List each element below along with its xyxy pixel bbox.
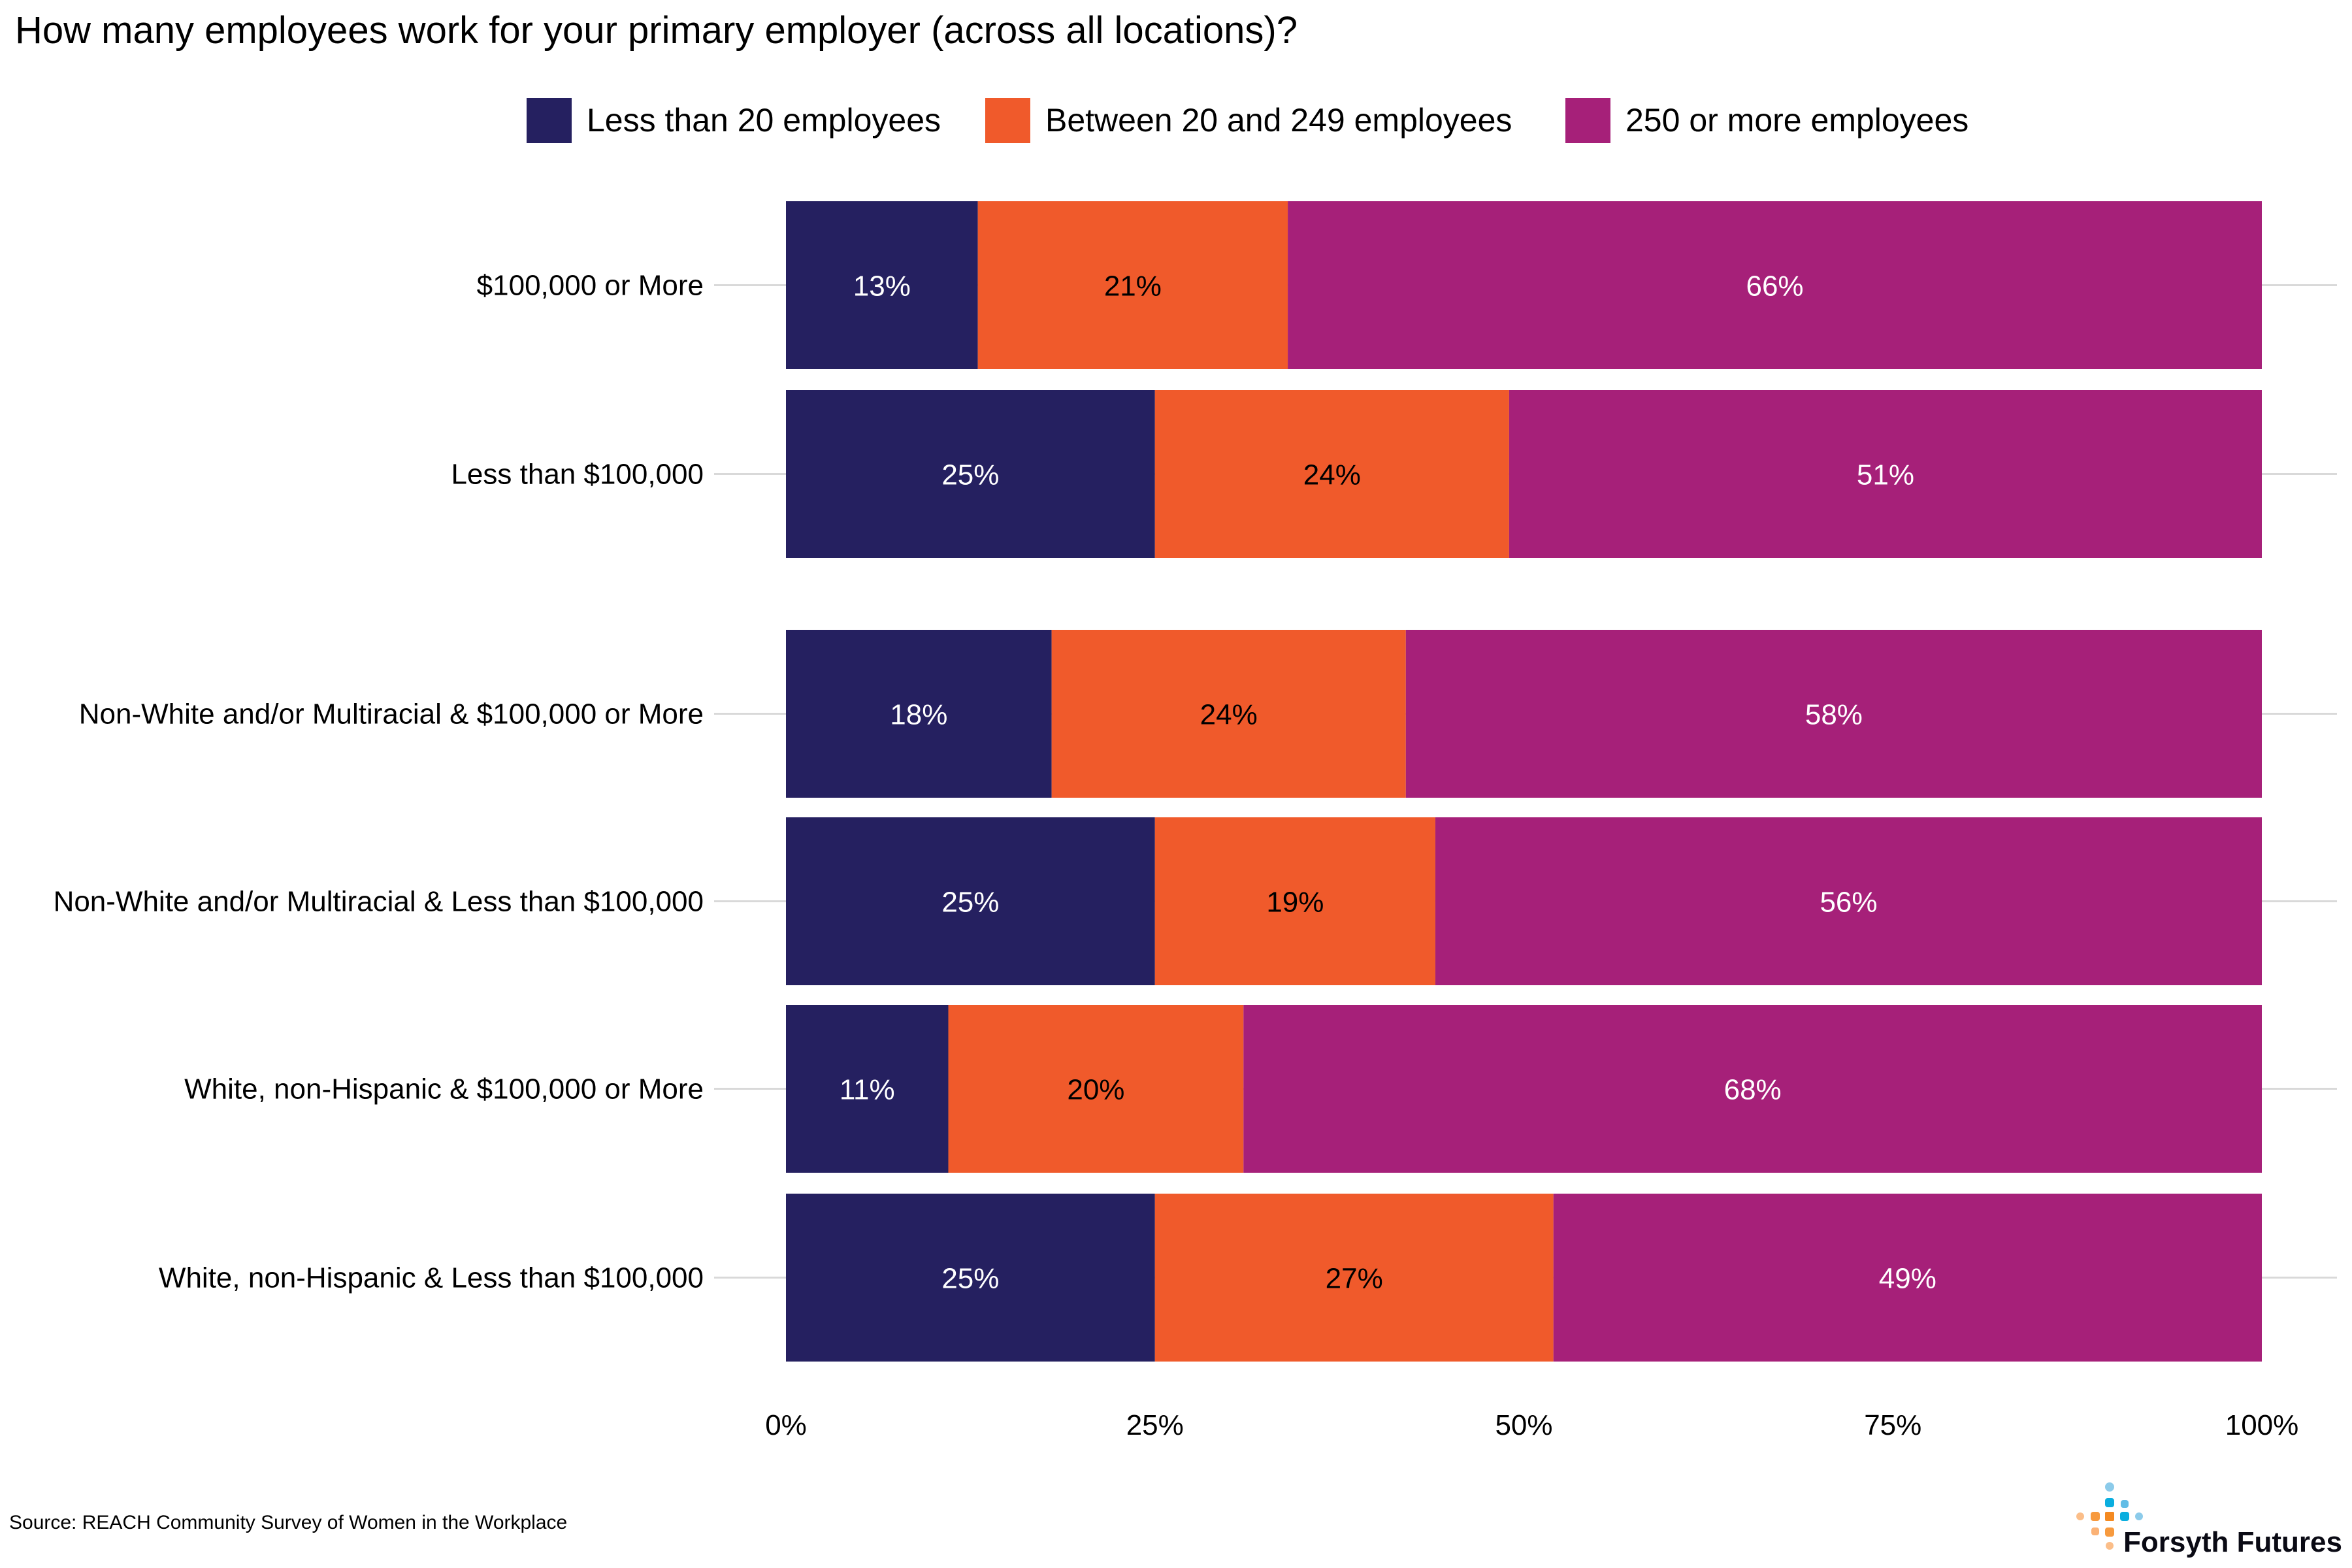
category-label: $100,000 or More xyxy=(477,270,704,302)
bars: 13% 21% 66% 25% 24% 51% 18% 24% 58% 25% 19% 56% 11% 2… xyxy=(786,201,2262,1362)
legend-swatch xyxy=(1565,98,1610,143)
legend-label: Between 20 and 249 employees xyxy=(1045,102,1512,139)
bar-segment xyxy=(786,201,978,369)
bar-segment xyxy=(977,201,1288,369)
data-label: 49% xyxy=(1879,1263,1936,1295)
bar-segment xyxy=(1435,817,2262,985)
bar-segment xyxy=(1405,630,2262,798)
bar-segment xyxy=(1154,1194,1554,1362)
x-axis-ticks: 0% 25% 50% 75% 100% xyxy=(765,1409,2298,1441)
data-label: 20% xyxy=(1067,1074,1124,1106)
bar-segment xyxy=(786,390,1155,558)
category-label: Less than $100,000 xyxy=(451,459,704,491)
category-label: Non-White and/or Multiracial & Less than… xyxy=(54,886,704,918)
x-tick-label: 100% xyxy=(2225,1409,2299,1441)
x-tick-label: 0% xyxy=(765,1409,807,1441)
legend-label: Less than 20 employees xyxy=(587,102,941,139)
x-tick-label: 25% xyxy=(1126,1409,1184,1441)
bar-segment xyxy=(1288,201,2262,369)
bar-segment xyxy=(786,1194,1155,1362)
data-label: 24% xyxy=(1303,459,1361,491)
bar-segment xyxy=(1243,1005,2262,1173)
bar-segment xyxy=(1051,630,1406,798)
legend-label: 250 or more employees xyxy=(1625,102,1968,139)
data-label: 19% xyxy=(1266,887,1324,919)
x-tick-label: 75% xyxy=(1864,1409,1921,1441)
bar-segment xyxy=(1154,817,1435,985)
data-label: 25% xyxy=(941,887,999,919)
data-label: 56% xyxy=(1820,887,1877,919)
bar-segment xyxy=(786,817,1155,985)
data-label: 24% xyxy=(1200,699,1258,731)
bar-segment xyxy=(948,1005,1244,1173)
bar-segment xyxy=(1509,390,2262,558)
chart-title: How many employees work for your primary… xyxy=(15,9,1298,52)
bar-segment xyxy=(1553,1194,2262,1362)
data-label: 58% xyxy=(1805,699,1863,731)
bar-segment xyxy=(1154,390,1509,558)
data-label: 13% xyxy=(853,270,911,302)
category-labels: $100,000 or More Less than $100,000 Non-Wh… xyxy=(54,270,704,1294)
category-label: White, non-Hispanic & Less than $100,000 xyxy=(159,1262,704,1294)
category-label: White, non-Hispanic & $100,000 or More xyxy=(184,1073,704,1105)
forsyth-futures-logo: Forsyth Futures xyxy=(2076,1482,2342,1558)
data-label: 21% xyxy=(1104,270,1162,302)
data-label: 18% xyxy=(890,699,947,731)
category-label: Non-White and/or Multiracial & $100,000 … xyxy=(79,698,704,730)
data-label: 68% xyxy=(1724,1074,1782,1106)
data-label: 11% xyxy=(840,1074,895,1106)
bar-segment xyxy=(786,1005,949,1173)
data-label: 25% xyxy=(941,1263,999,1295)
logo-text: Forsyth Futures xyxy=(2123,1526,2342,1558)
source-note: Source: REACH Community Survey of Women … xyxy=(9,1512,567,1533)
bar-segment xyxy=(786,630,1052,798)
legend-swatch xyxy=(527,98,572,143)
legend: Less than 20 employees Between 20 and 249… xyxy=(527,98,1968,143)
logo-dots-icon xyxy=(2076,1482,2143,1550)
x-tick-label: 50% xyxy=(1495,1409,1552,1441)
data-label: 27% xyxy=(1326,1263,1383,1295)
legend-swatch xyxy=(985,98,1030,143)
data-label: 25% xyxy=(941,459,999,491)
data-label: 66% xyxy=(1746,270,1803,302)
data-label: 51% xyxy=(1857,459,1914,491)
